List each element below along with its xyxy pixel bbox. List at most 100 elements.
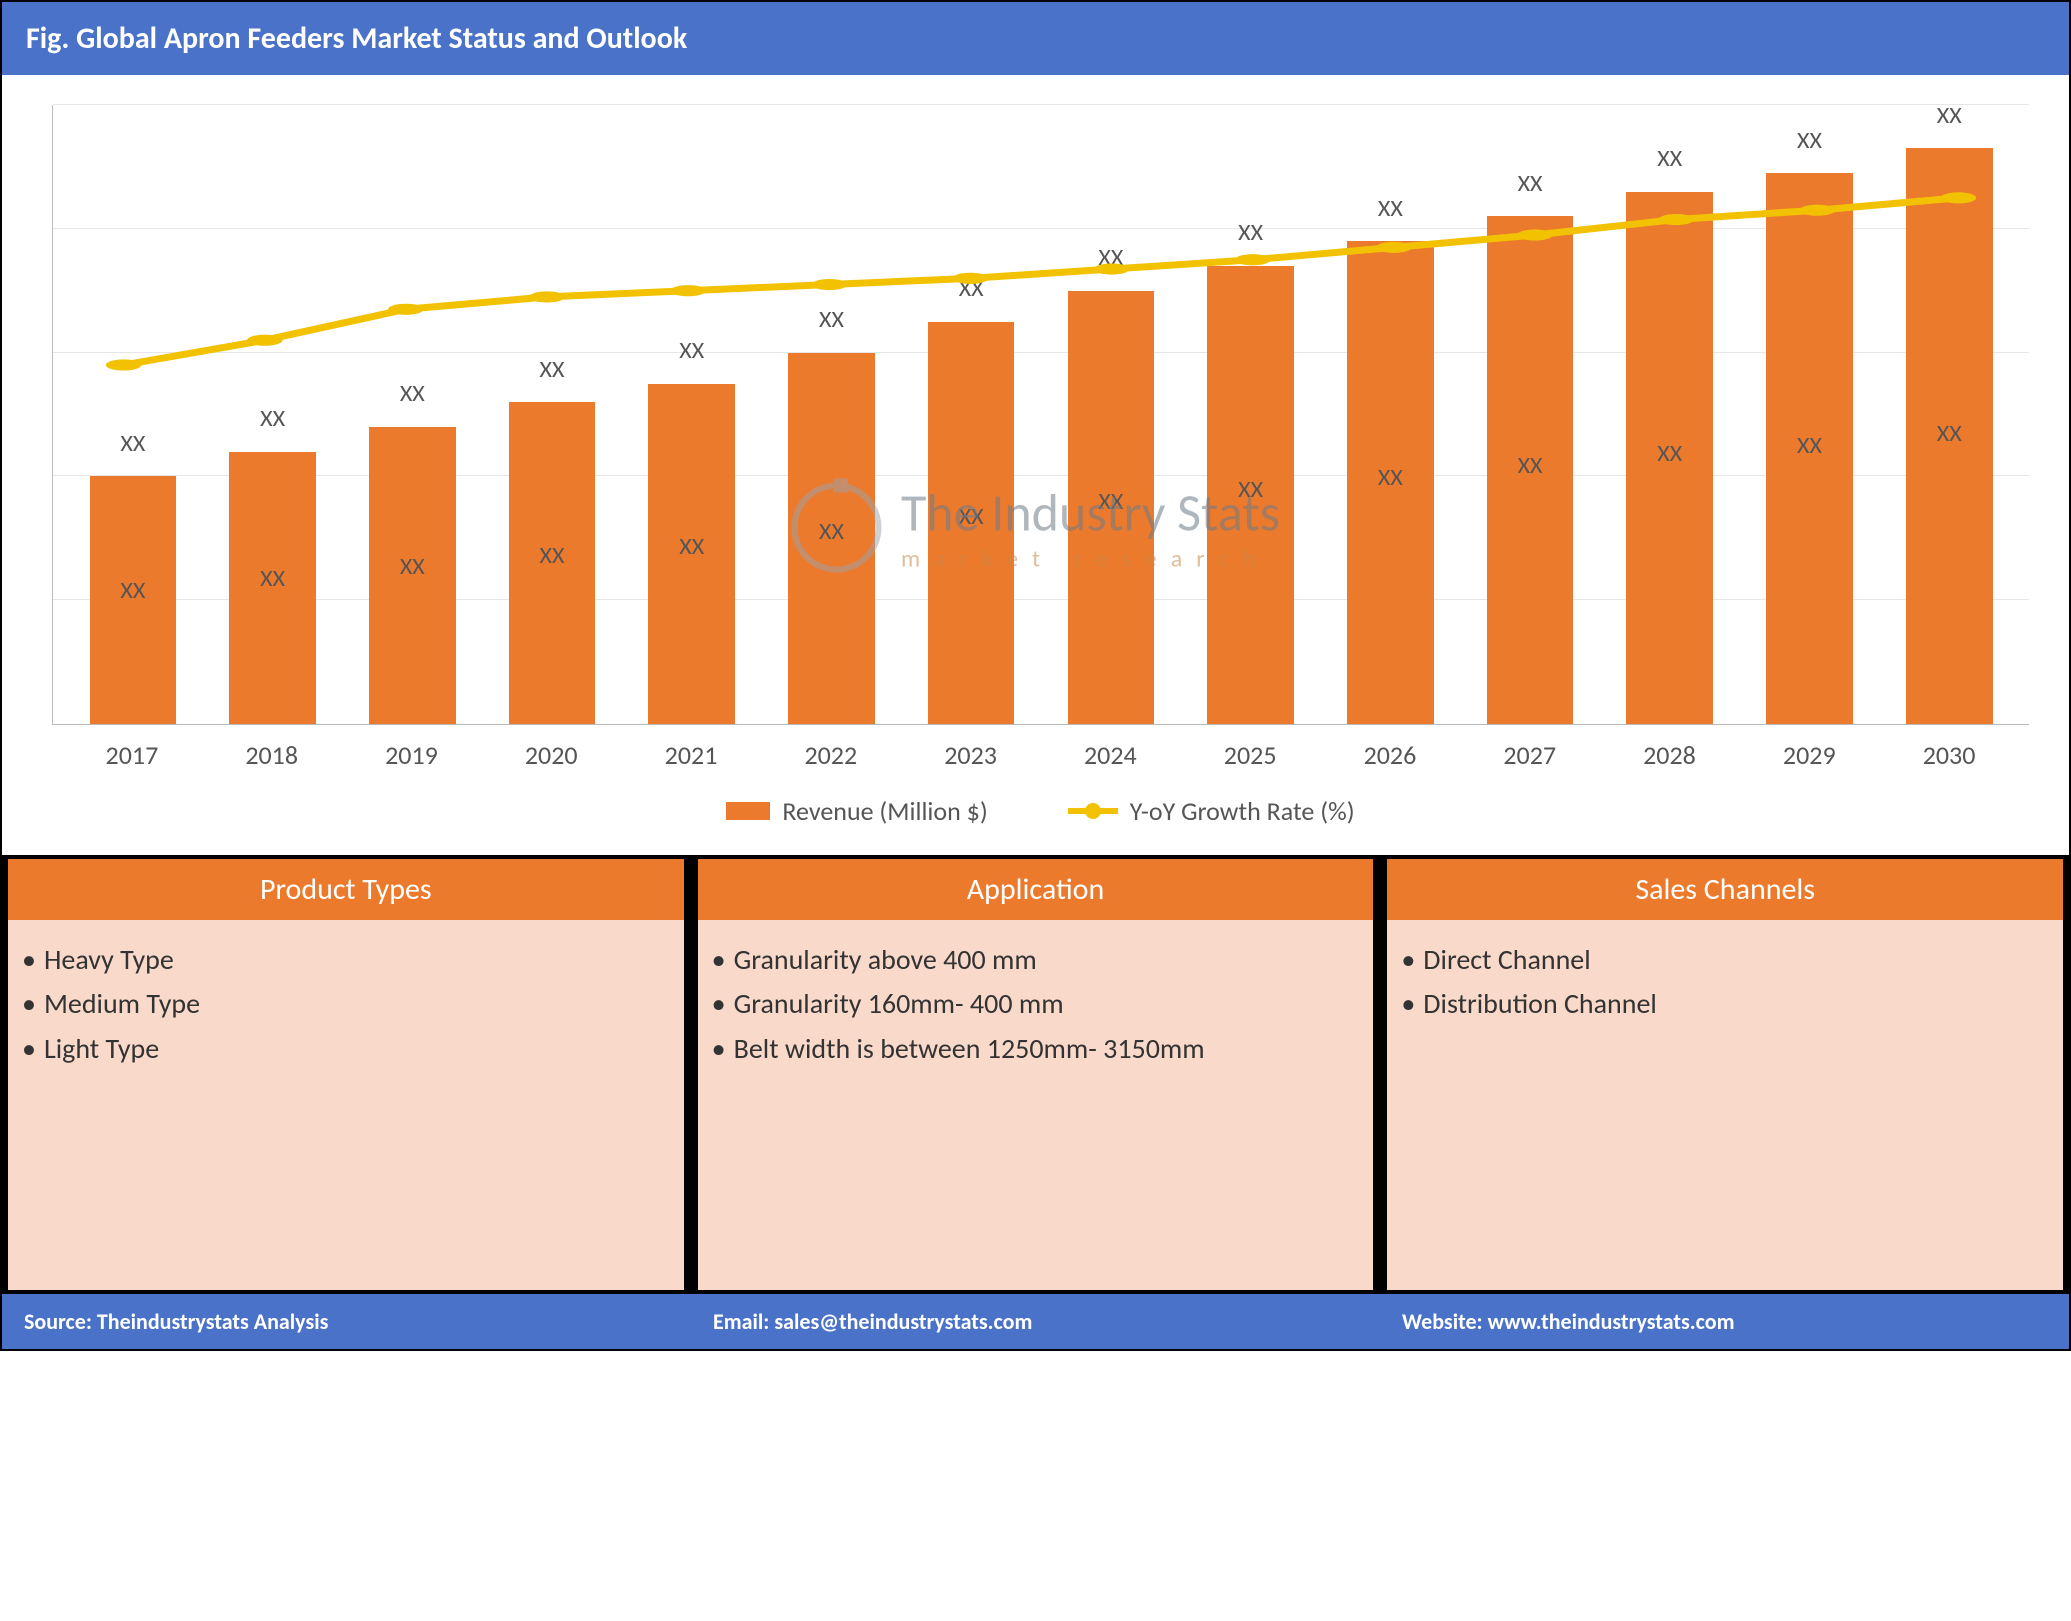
x-tick-label: 2028	[1600, 739, 1740, 771]
bar-value-label: XX	[120, 576, 145, 605]
revenue-bar: XX	[369, 427, 456, 724]
legend-line-label: Y-oY Growth Rate (%)	[1130, 795, 1355, 827]
bar-value-label: XX	[1378, 463, 1403, 492]
card-header: Sales Channels	[1387, 859, 2063, 920]
legend-revenue: Revenue (Million $)	[726, 795, 987, 827]
bar-slot: XX XX	[762, 105, 902, 724]
x-tick-label: 2021	[621, 739, 761, 771]
footer: Source: Theindustrystats Analysis Email:…	[2, 1294, 2069, 1349]
x-tick-label: 2030	[1879, 739, 2019, 771]
list-item: Direct Channel	[1401, 938, 2045, 982]
info-card: ApplicationGranularity above 400 mmGranu…	[698, 859, 1374, 1290]
footer-email: Email: sales@theindustrystats.com	[691, 1294, 1380, 1349]
bar-top-label: XX	[1098, 243, 1123, 272]
info-card: Product TypesHeavy TypeMedium TypeLight …	[8, 859, 684, 1290]
revenue-bar: XX	[1766, 173, 1853, 724]
bar-value-label: XX	[819, 517, 844, 546]
revenue-bar: XX	[1207, 266, 1294, 724]
figure-title: Fig. Global Apron Feeders Market Status …	[2, 2, 2069, 75]
bar-value-label: XX	[400, 552, 425, 581]
bar-top-label: XX	[959, 274, 984, 303]
bar-value-label: XX	[1098, 487, 1123, 516]
list-item: Granularity above 400 mm	[712, 938, 1356, 982]
list-item: Light Type	[22, 1027, 666, 1071]
bar-slot: XX XX	[203, 105, 343, 724]
bar-top-label: XX	[540, 355, 565, 384]
legend: Revenue (Million $) Y-oY Growth Rate (%)	[52, 771, 2029, 857]
bar-top-label: XX	[1937, 101, 1962, 130]
bars-row: XX XX XX XX XX XX XX XX XX XX XX XX XX XX XX XX XX XX XX XX…	[53, 105, 2029, 724]
bar-top-label: XX	[400, 379, 425, 408]
legend-growth: Y-oY Growth Rate (%)	[1068, 795, 1355, 827]
list-item: Medium Type	[22, 982, 666, 1026]
x-tick-label: 2025	[1180, 739, 1320, 771]
bar-top-label: XX	[1238, 218, 1263, 247]
list-item: Belt width is between 1250mm- 3150mm	[712, 1027, 1356, 1071]
bar-top-label: XX	[120, 429, 145, 458]
bar-top-label: XX	[1378, 194, 1403, 223]
revenue-bar: XX	[928, 322, 1015, 724]
legend-bar-label: Revenue (Million $)	[782, 795, 987, 827]
card-body: Direct ChannelDistribution Channel	[1387, 920, 2063, 1290]
bar-slot: XXXX	[1460, 105, 1600, 724]
x-tick-label: 2023	[901, 739, 1041, 771]
report-figure: Fig. Global Apron Feeders Market Status …	[0, 0, 2071, 1351]
card-header: Application	[698, 859, 1374, 920]
list-item: Distribution Channel	[1401, 982, 2045, 1026]
card-header: Product Types	[8, 859, 684, 920]
x-tick-label: 2029	[1739, 739, 1879, 771]
x-axis: 2017201820192020202120222023202420252026…	[52, 725, 2029, 771]
footer-website: Website: www.theindustrystats.com	[1380, 1294, 2069, 1349]
x-tick-label: 2026	[1320, 739, 1460, 771]
bar-slot: XX XX	[1320, 105, 1460, 724]
list-item: Granularity 160mm- 400 mm	[712, 982, 1356, 1026]
bar-slot: XX XX	[63, 105, 203, 724]
bar-top-label: XX	[1797, 126, 1822, 155]
bar-value-label: XX	[1937, 419, 1962, 448]
revenue-bar: XX	[509, 402, 596, 724]
bar-top-label: XX	[679, 336, 704, 365]
x-tick-label: 2019	[342, 739, 482, 771]
revenue-bar: XX	[1906, 148, 1993, 724]
bar-slot: XX XX	[901, 105, 1041, 724]
x-tick-label: 2017	[62, 739, 202, 771]
x-tick-label: 2018	[202, 739, 342, 771]
bar-slot: XX XX	[1740, 105, 1880, 724]
bar-value-label: XX	[1238, 475, 1263, 504]
legend-line-swatch	[1068, 808, 1118, 814]
revenue-bar: XX	[788, 353, 875, 724]
bar-top-label: XX	[819, 305, 844, 334]
revenue-bar: XX	[648, 384, 735, 724]
bar-value-label: XX	[260, 564, 285, 593]
info-card: Sales ChannelsDirect ChannelDistribution…	[1387, 859, 2063, 1290]
revenue-bar: XX	[1626, 192, 1713, 724]
revenue-bar: XX	[1347, 241, 1434, 724]
cards-row: Product TypesHeavy TypeMedium TypeLight …	[2, 855, 2069, 1294]
x-tick-label: 2020	[481, 739, 621, 771]
bar-value-label: XX	[1518, 451, 1543, 480]
bar-slot: XXXX	[1879, 105, 2019, 724]
chart-plot: XX XX XX XX XX XX XX XX XX XX XX XX XX XX XX XX XX XX XX XX…	[52, 105, 2029, 725]
revenue-bar: XX	[229, 452, 316, 724]
bar-slot: XX XX	[482, 105, 622, 724]
bar-top-label: XX	[260, 404, 285, 433]
bar-value-label: XX	[1657, 439, 1682, 468]
list-item: Heavy Type	[22, 938, 666, 982]
revenue-bar: XX	[1068, 291, 1155, 724]
bar-slot: XX XX	[1600, 105, 1740, 724]
x-tick-label: 2027	[1460, 739, 1600, 771]
bar-top-label: XX	[1657, 144, 1682, 173]
footer-source: Source: Theindustrystats Analysis	[2, 1294, 691, 1349]
bar-slot: XX XX	[342, 105, 482, 724]
revenue-bar: XX	[1487, 216, 1574, 724]
legend-bar-swatch	[726, 802, 770, 820]
chart-area: XX XX XX XX XX XX XX XX XX XX XX XX XX XX XX XX XX XX XX XX…	[2, 75, 2069, 855]
x-tick-label: 2024	[1040, 739, 1180, 771]
bar-value-label: XX	[679, 532, 704, 561]
bar-slot: XX XX	[1041, 105, 1181, 724]
bar-slot: XX XX	[622, 105, 762, 724]
card-body: Heavy TypeMedium TypeLight Type	[8, 920, 684, 1290]
card-body: Granularity above 400 mmGranularity 160m…	[698, 920, 1374, 1290]
bar-slot: XX XX	[1181, 105, 1321, 724]
x-tick-label: 2022	[761, 739, 901, 771]
